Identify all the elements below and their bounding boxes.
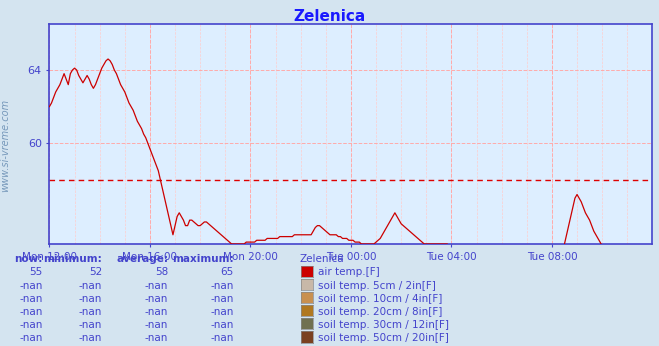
Text: minimum:: minimum:	[43, 254, 102, 264]
Text: maximum:: maximum:	[172, 254, 234, 264]
Text: Zelenica: Zelenica	[300, 254, 345, 264]
Text: -nan: -nan	[20, 281, 43, 291]
Text: -nan: -nan	[79, 320, 102, 330]
Text: 55: 55	[30, 267, 43, 277]
Text: soil temp. 20cm / 8in[F]: soil temp. 20cm / 8in[F]	[318, 307, 443, 317]
Text: -nan: -nan	[211, 294, 234, 304]
Text: -nan: -nan	[20, 294, 43, 304]
Text: -nan: -nan	[145, 307, 168, 317]
Text: -nan: -nan	[20, 333, 43, 343]
Text: soil temp. 10cm / 4in[F]: soil temp. 10cm / 4in[F]	[318, 294, 443, 304]
Text: -nan: -nan	[145, 333, 168, 343]
Text: -nan: -nan	[20, 307, 43, 317]
Text: soil temp. 50cm / 20in[F]: soil temp. 50cm / 20in[F]	[318, 333, 449, 343]
Text: -nan: -nan	[79, 333, 102, 343]
Text: soil temp. 5cm / 2in[F]: soil temp. 5cm / 2in[F]	[318, 281, 436, 291]
Text: air temp.[F]: air temp.[F]	[318, 267, 380, 277]
Text: -nan: -nan	[211, 281, 234, 291]
Text: -nan: -nan	[79, 281, 102, 291]
Text: Zelenica: Zelenica	[293, 9, 366, 24]
Text: 52: 52	[89, 267, 102, 277]
Text: -nan: -nan	[20, 320, 43, 330]
Text: -nan: -nan	[79, 307, 102, 317]
Text: -nan: -nan	[211, 333, 234, 343]
Text: 58: 58	[155, 267, 168, 277]
Text: -nan: -nan	[145, 281, 168, 291]
Text: -nan: -nan	[145, 294, 168, 304]
Text: 65: 65	[221, 267, 234, 277]
Text: -nan: -nan	[211, 320, 234, 330]
Text: www.si-vreme.com: www.si-vreme.com	[0, 99, 11, 192]
Text: -nan: -nan	[211, 307, 234, 317]
Text: soil temp. 30cm / 12in[F]: soil temp. 30cm / 12in[F]	[318, 320, 449, 330]
Text: -nan: -nan	[79, 294, 102, 304]
Text: now:: now:	[14, 254, 43, 264]
Text: average:: average:	[116, 254, 168, 264]
Text: -nan: -nan	[145, 320, 168, 330]
